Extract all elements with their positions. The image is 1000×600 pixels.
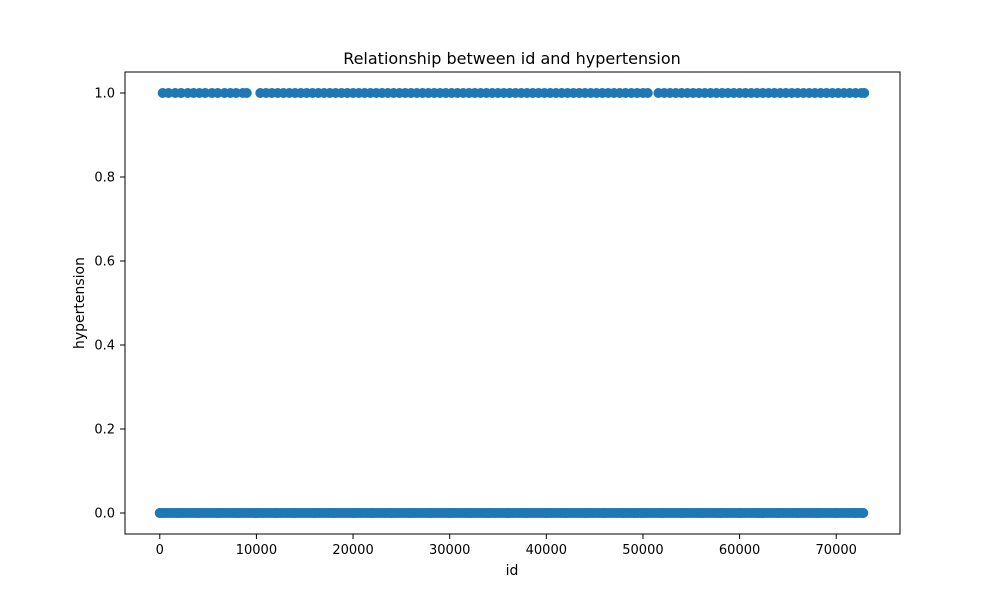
scatter-point [618, 508, 629, 518]
scatter-point [858, 508, 869, 518]
scatter-point [859, 88, 870, 98]
x-tick-label: 10000 [236, 543, 277, 558]
chart-title: Relationship between id and hypertension [343, 49, 681, 68]
scatter-point [251, 508, 262, 518]
scatter-point [734, 508, 745, 518]
x-tick-label: 70000 [816, 543, 857, 558]
scatter-point [831, 508, 842, 518]
scatter-point [290, 508, 301, 518]
x-tick-label: 0 [156, 543, 164, 558]
x-tick-label: 60000 [719, 543, 760, 558]
scatter-point [773, 508, 784, 518]
scatter-point [241, 88, 252, 98]
scatter-point [193, 508, 204, 518]
y-tick-label: 0.2 [94, 423, 115, 438]
scatter-point [425, 508, 436, 518]
scatter-point [560, 508, 571, 518]
scatter-point [792, 508, 803, 518]
x-tick-label: 40000 [526, 543, 567, 558]
x-axis-label: id [506, 563, 519, 579]
y-tick-label: 1.0 [94, 87, 115, 102]
y-tick-label: 0.8 [94, 171, 115, 186]
scatter-point [406, 508, 417, 518]
scatter-point [715, 508, 726, 518]
y-axis-ticks: 0.0 0.2 0.4 0.6 0.8 1.0 [94, 87, 125, 522]
x-tick-label: 30000 [429, 543, 470, 558]
scatter-point [599, 508, 610, 518]
scatter-point [348, 508, 359, 518]
scatter-point [270, 508, 281, 518]
scatter-point [637, 508, 648, 518]
scatter-point [502, 508, 513, 518]
x-tick-label: 20000 [332, 543, 373, 558]
scatter-point [367, 508, 378, 518]
scatter-point [309, 508, 320, 518]
scatter-point [522, 508, 532, 518]
scatter-point [695, 508, 706, 518]
y-tick-label: 0.6 [94, 255, 115, 270]
x-tick-label: 50000 [622, 543, 663, 558]
y-axis-label: hypertension [72, 257, 88, 349]
y-tick-label: 0.4 [94, 339, 115, 354]
scatter-point [676, 508, 687, 518]
scatter-point [444, 508, 455, 518]
scatter-point [753, 508, 764, 518]
y-tick-label: 0.0 [94, 507, 115, 522]
scatter-point [232, 508, 243, 518]
scatter-point [541, 508, 552, 518]
scatter-point [174, 508, 185, 518]
marks-layer [154, 88, 870, 518]
scatter-point [642, 88, 653, 98]
plot-area-frame [124, 71, 901, 535]
scatter-point [850, 508, 861, 518]
scatter-point [328, 508, 339, 518]
scatter-point [464, 508, 475, 518]
scatter-point [212, 508, 223, 518]
scatter-point [657, 508, 668, 518]
x-axis-ticks: 0 10000 20000 30000 40000 50000 60000 70000 [156, 534, 857, 558]
scatter-point [154, 508, 165, 518]
scatter-point [483, 508, 494, 518]
scatter-point [811, 508, 822, 518]
scatter-point [579, 508, 590, 518]
scatter-point [386, 508, 397, 518]
